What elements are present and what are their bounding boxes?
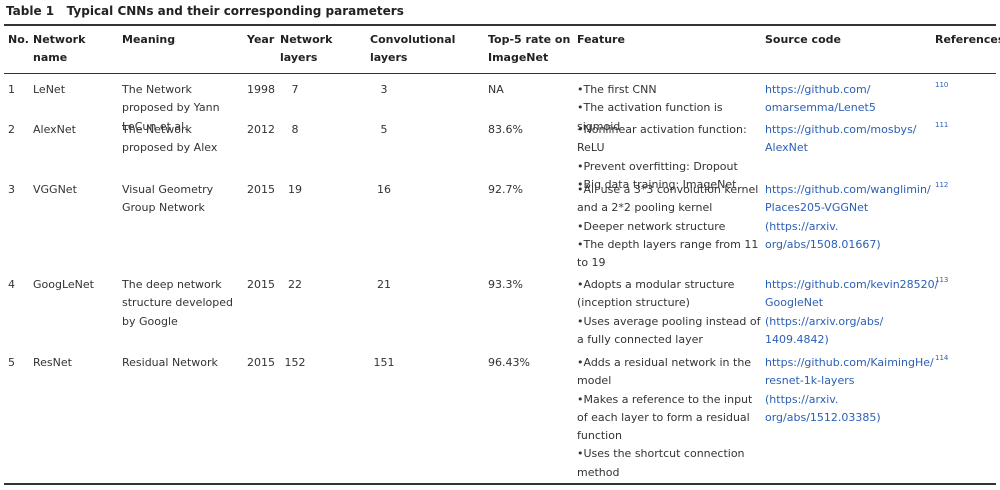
feature-item: •The depth layers range from 11 to 19: [577, 237, 759, 270]
cell-meaning: The Network proposed by Alex: [122, 123, 218, 155]
column-header: Feature: [577, 33, 625, 46]
feature-item: •Nonlinear activation function: ReLU: [577, 123, 747, 155]
cell-top5: NA: [488, 83, 504, 96]
feature-item: •The activation function is sigmoid: [577, 101, 723, 133]
cell-top5: 83.6%: [488, 123, 523, 136]
cell-feature: •Adds a residual network in the model •Ma…: [577, 354, 761, 482]
column-header: References: [935, 33, 1000, 46]
bottom-rule: [4, 483, 996, 485]
cell-layers: 7: [291, 83, 299, 96]
feature-item: •Prevent overfitting: Dropout: [577, 159, 738, 173]
feature-item: •Adopts a modular structure (inception s…: [577, 278, 735, 310]
feature-item: •Makes a reference to the input of each …: [577, 392, 753, 443]
cell-no: 1: [8, 83, 15, 96]
feature-item: •All use a 3*3 convolution kernel and a …: [577, 183, 759, 215]
cell-ref: 110: [935, 81, 949, 89]
cell-name: GoogLeNet: [33, 278, 94, 291]
top-rule: [4, 24, 996, 26]
cell-name: LeNet: [33, 83, 66, 96]
cell-layers: 8: [291, 123, 299, 136]
column-header: Top-5 rate on ImageNet: [488, 33, 571, 65]
cell-layers: 152: [284, 356, 306, 369]
cell-meaning: Visual Geometry Group Network: [122, 183, 214, 215]
cell-name: ResNet: [33, 356, 72, 369]
cell-ref: 113: [935, 276, 949, 284]
cell-ref: 111: [935, 121, 949, 129]
cell-top5: 92.7%: [488, 183, 523, 196]
cell-name: AlexNet: [33, 123, 76, 136]
cell-year: 1998: [247, 83, 275, 96]
cell-source[interactable]: https://github.com/kevin28520/ GoogleNet…: [765, 278, 939, 346]
cell-year: 2015: [247, 278, 275, 291]
cell-top5: 93.3%: [488, 278, 523, 291]
cell-no: 2: [8, 123, 15, 136]
cell-year: 2012: [247, 123, 275, 136]
header-rule: [4, 73, 996, 74]
cell-year: 2015: [247, 356, 275, 369]
cell-feature: •Nonlinear activation function: ReLU •Pre…: [577, 121, 761, 194]
feature-item: •Adds a residual network in the model: [577, 356, 752, 388]
cell-top5: 96.43%: [488, 356, 530, 369]
column-header: Network name: [33, 33, 86, 65]
cell-conv: 3: [380, 83, 388, 96]
cell-ref: 112: [935, 181, 949, 189]
cell-layers: 22: [288, 278, 302, 291]
table-label: Table 1: [6, 4, 55, 18]
table-caption: Typical CNNs and their corresponding par…: [66, 4, 404, 18]
column-header: Source code: [765, 33, 841, 46]
cell-no: 5: [8, 356, 15, 369]
cell-conv: 16: [377, 183, 391, 196]
cell-year: 2015: [247, 183, 275, 196]
cell-source[interactable]: https://github.com/KaimingHe/ resnet-1k-…: [765, 356, 934, 424]
feature-item: •The first CNN: [577, 83, 657, 96]
column-header: Meaning: [122, 33, 176, 46]
feature-item: •Uses the shortcut connection method: [577, 447, 745, 479]
cell-layers: 19: [288, 183, 302, 196]
cell-conv: 151: [373, 356, 395, 369]
cell-ref: 114: [935, 354, 949, 362]
feature-item: •Big data training: ImageNet: [577, 177, 737, 191]
cell-conv: 5: [380, 123, 388, 136]
cell-feature: •The first CNN •The activation function i…: [577, 81, 761, 136]
cell-meaning: The deep network structure developed by …: [122, 278, 233, 328]
cell-meaning: Residual Network: [122, 356, 218, 369]
table-title: Table 1 Typical CNNs and their correspon…: [6, 2, 404, 20]
cell-feature: •Adopts a modular structure (inception s…: [577, 276, 761, 349]
cell-source[interactable]: https://github.com/mosbys/ AlexNet: [765, 123, 917, 155]
feature-item: •Deeper network structure: [577, 219, 726, 233]
cell-source[interactable]: https://github.com/wanglimin/ Places205-…: [765, 183, 931, 251]
column-header: Convolutional layers: [370, 33, 456, 65]
feature-item: •Uses average pooling instead of a fully…: [577, 314, 761, 346]
cell-name: VGGNet: [33, 183, 77, 196]
cell-conv: 21: [377, 278, 391, 291]
cell-feature: •All use a 3*3 convolution kernel and a …: [577, 181, 761, 272]
cell-meaning: The Network proposed by Yann LeCun et al…: [122, 83, 220, 133]
cell-no: 3: [8, 183, 15, 196]
column-header: Year: [247, 33, 275, 46]
column-header: Network layers: [280, 33, 333, 65]
cell-source[interactable]: https://github.com/ omarsemma/Lenet5: [765, 83, 876, 115]
cell-no: 4: [8, 278, 15, 291]
column-header: No.: [8, 33, 29, 46]
